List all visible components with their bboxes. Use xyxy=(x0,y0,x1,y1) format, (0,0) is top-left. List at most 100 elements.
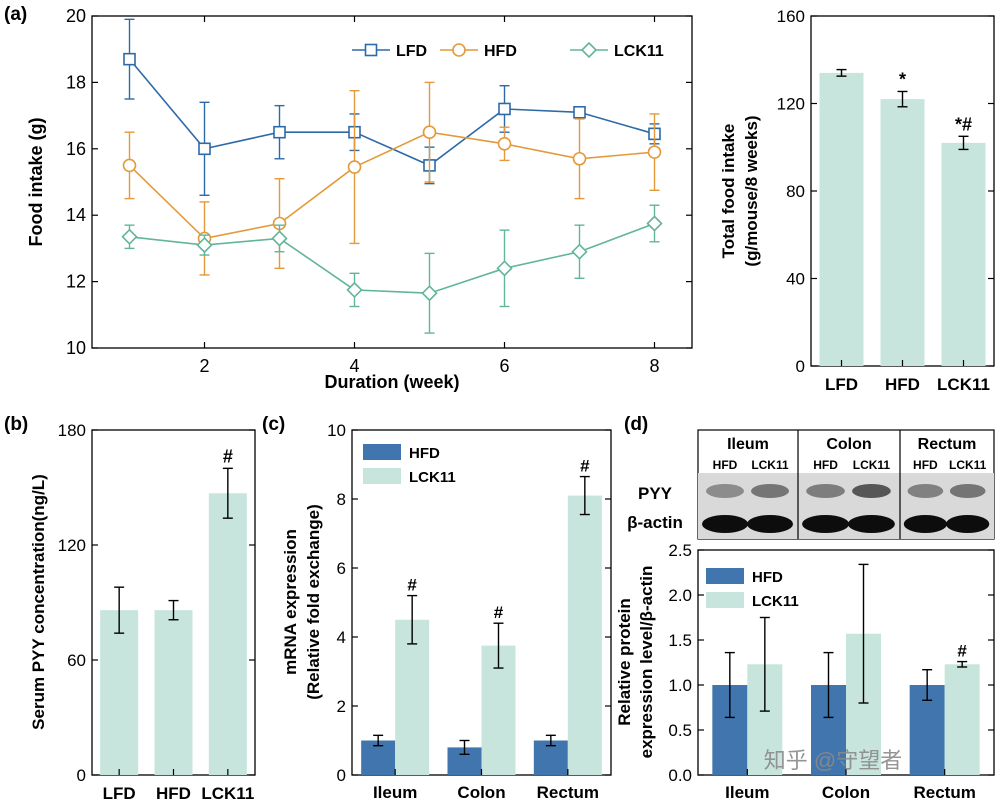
y-tick-label: 2 xyxy=(337,697,346,716)
y-tick-label: 10 xyxy=(66,338,86,358)
bar-lck11-ileum xyxy=(395,619,430,775)
data-point xyxy=(271,230,288,247)
y-tick-label: 18 xyxy=(66,72,86,92)
y-tick-label: 2.5 xyxy=(668,541,692,560)
legend-label: LFD xyxy=(396,43,427,60)
y-tick-label: 8 xyxy=(337,490,346,509)
blot-lane-label: LCK11 xyxy=(949,458,987,472)
y-axis-label-line2: (Relative fold exchange) xyxy=(304,504,323,700)
y-tick-label: 0.5 xyxy=(668,721,692,740)
blot-band-pyy xyxy=(949,484,986,498)
panel-label-a: (a) xyxy=(4,4,27,25)
blot-lane-label: LCK11 xyxy=(853,458,891,472)
x-tick-label: Ileum xyxy=(725,783,769,800)
data-point xyxy=(572,151,587,166)
x-tick-label: 6 xyxy=(499,356,509,376)
data-point xyxy=(497,137,512,151)
bar-lfd xyxy=(100,610,139,775)
blot-tissue-label: Ileum xyxy=(727,436,769,453)
bar-lck11 xyxy=(941,142,986,366)
bar-hfd xyxy=(154,610,193,775)
bar-lck11-rectum xyxy=(567,495,602,775)
blot-row-label-actin: β-actin xyxy=(627,513,683,532)
panel-label-c: (c) xyxy=(262,414,285,435)
x-tick-label: Rectum xyxy=(913,783,975,800)
blot-lane-label: LCK11 xyxy=(751,458,789,472)
food-intake-line-chart: 10 12 14 16 18 20 2 4 6 8 LFD HFD LCK11 Duration (w… xyxy=(26,6,693,392)
data-point xyxy=(647,145,662,159)
panel-label-d: (d) xyxy=(624,414,648,435)
x-tick-label: Ileum xyxy=(373,783,417,800)
y-tick-label: 60 xyxy=(67,651,86,670)
y-tick-label: 10 xyxy=(327,421,346,440)
x-tick-label: 8 xyxy=(649,356,659,376)
y-tick-label: 0 xyxy=(77,766,86,785)
data-point xyxy=(198,142,211,156)
y-tick-label: 0 xyxy=(337,766,346,785)
blot-band-actin xyxy=(946,515,990,533)
y-tick-label: 2.0 xyxy=(668,586,692,605)
y-tick-label: 0 xyxy=(796,357,805,376)
legend-swatch xyxy=(363,468,401,484)
x-tick-label: Rectum xyxy=(537,783,599,800)
legend: LFD HFD LCK11 xyxy=(352,41,664,60)
y-axis-label-line2: expression level/β-actin xyxy=(637,566,656,759)
blot-band-pyy xyxy=(806,484,845,498)
x-tick-label: Colon xyxy=(822,783,870,800)
legend: HFD LCK11 xyxy=(363,444,456,486)
blot-band-actin xyxy=(903,515,947,533)
x-tick-label: LCK11 xyxy=(201,784,254,800)
mrna-expression-bar-chart: 0 2 4 6 8 10 # Ileum # Colon # Rectum HFD LCK11 mRN… xyxy=(281,421,612,800)
significance-mark: # xyxy=(957,642,967,661)
data-point xyxy=(422,125,437,139)
panel-label-b: (b) xyxy=(4,414,28,435)
y-tick-label: 4 xyxy=(337,628,346,647)
y-tick-label: 6 xyxy=(337,559,346,578)
data-point xyxy=(498,102,511,116)
blot-lane-label: HFD xyxy=(913,458,938,472)
legend-label: HFD xyxy=(409,445,440,462)
data-point xyxy=(196,236,213,254)
x-tick-label: HFD xyxy=(885,375,920,394)
legend-label: LCK11 xyxy=(752,593,799,610)
blot-lane-label: HFD xyxy=(713,458,738,472)
legend-label: HFD xyxy=(484,43,517,60)
y-tick-label: 12 xyxy=(66,272,86,292)
blot-band-pyy xyxy=(907,484,944,498)
bar-lck11-rectum xyxy=(944,664,980,775)
plot-frame xyxy=(91,15,693,349)
legend-swatch xyxy=(706,568,744,584)
blot-band-actin xyxy=(802,515,849,533)
data-point xyxy=(123,52,136,66)
blot-band-pyy xyxy=(706,484,744,498)
blot-row-label-pyy: PYY xyxy=(638,484,673,503)
significance-mark: # xyxy=(580,457,590,476)
western-blot: Ileum HFD LCK11 Colon HFD LCK11 Rectum HFD LCK11… xyxy=(627,429,995,540)
data-point xyxy=(346,281,363,299)
y-tick-label: 20 xyxy=(66,6,86,26)
x-tick-label: HFD xyxy=(156,784,191,800)
legend-marker xyxy=(364,43,378,57)
x-tick-label: 2 xyxy=(199,356,209,376)
series-lck11 xyxy=(121,204,663,334)
y-axis-label-line1: mRNA expression xyxy=(281,529,300,675)
x-tick-label: LFD xyxy=(825,375,858,394)
legend-label: LCK11 xyxy=(614,43,664,60)
significance-mark: # xyxy=(407,576,417,595)
legend-label: LCK11 xyxy=(409,469,456,486)
legend-label: HFD xyxy=(752,569,783,586)
data-point xyxy=(347,160,362,174)
x-tick-label: 4 xyxy=(349,356,359,376)
y-tick-label: 180 xyxy=(58,421,86,440)
x-axis-label: Duration (week) xyxy=(324,372,459,392)
watermark: 知乎 @守望者 xyxy=(764,748,902,773)
y-tick-label: 16 xyxy=(66,139,86,159)
blot-band-actin xyxy=(747,515,793,533)
blot-band-pyy xyxy=(852,484,891,498)
legend-marker xyxy=(580,41,598,59)
y-tick-label: 1.0 xyxy=(668,676,692,695)
bar-lck11 xyxy=(208,493,247,775)
series-line xyxy=(128,131,655,240)
protein-expression-bar-chart: 0.0 0.5 1.0 1.5 2.0 2.5 Ileum Colon # Rectum HFD… xyxy=(615,541,995,800)
